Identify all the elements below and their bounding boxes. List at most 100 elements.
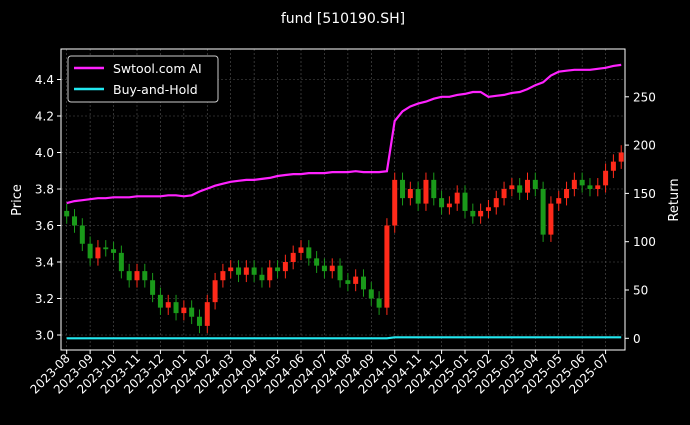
legend-label-buy-hold: Buy-and-Hold bbox=[113, 82, 198, 97]
candle-body bbox=[345, 280, 351, 284]
grid bbox=[61, 49, 625, 350]
candle-body bbox=[165, 302, 171, 308]
candle-body bbox=[415, 189, 421, 204]
y-tick-label: 3.6 bbox=[35, 219, 54, 233]
candle-body bbox=[392, 179, 398, 226]
candle-body bbox=[509, 185, 515, 189]
chart-title: fund [510190.SH] bbox=[281, 11, 405, 27]
candle-body bbox=[142, 271, 148, 281]
candle-body bbox=[517, 185, 523, 193]
candle-body bbox=[353, 276, 359, 284]
candle-body bbox=[431, 179, 437, 199]
left-axis-ticks: 3.0 3.2 3.4 3.6 3.8 4.0 4.2 4.4 bbox=[35, 73, 61, 343]
candle-body bbox=[118, 252, 124, 272]
y2-tick-label: 150 bbox=[633, 187, 656, 201]
y2-tick-label: 100 bbox=[633, 235, 656, 249]
candle-body bbox=[306, 247, 312, 259]
candle-body bbox=[290, 252, 296, 262]
candle-body bbox=[251, 267, 257, 275]
candle-body bbox=[275, 267, 281, 272]
candle-body bbox=[95, 247, 101, 259]
candle-body bbox=[329, 265, 335, 272]
right-axis-ticks: 0 50 100 150 200 250 bbox=[625, 90, 656, 346]
candle-body bbox=[87, 243, 93, 259]
legend-box bbox=[67, 55, 219, 103]
candle-body bbox=[337, 265, 343, 281]
candle-body bbox=[439, 198, 445, 208]
candle-body bbox=[556, 198, 562, 204]
candle-body bbox=[603, 170, 609, 186]
candle-body bbox=[618, 152, 624, 162]
candle-body bbox=[157, 294, 163, 308]
candle-body bbox=[446, 203, 452, 208]
candle-body bbox=[470, 210, 476, 217]
candle-body bbox=[532, 179, 538, 189]
y-tick-label: 3.8 bbox=[35, 183, 54, 197]
candle-body bbox=[79, 225, 85, 244]
candle-body bbox=[134, 271, 140, 281]
candle-body bbox=[111, 249, 117, 253]
candle-body bbox=[595, 185, 601, 189]
candle-body bbox=[298, 247, 304, 253]
candle-body bbox=[462, 192, 468, 211]
y-tick-label: 4.2 bbox=[35, 110, 54, 124]
legend: Swtool.com AI Buy-and-Hold bbox=[67, 55, 219, 103]
buy-hold-line bbox=[66, 336, 622, 340]
y-tick-label: 3.0 bbox=[35, 329, 54, 343]
candle-body bbox=[228, 267, 234, 272]
candle-body bbox=[220, 271, 226, 281]
candle-body bbox=[579, 179, 585, 186]
candle-body bbox=[259, 274, 265, 281]
candle-body bbox=[540, 189, 546, 235]
candle-body bbox=[407, 189, 413, 199]
candle-body bbox=[181, 307, 187, 314]
candle-body bbox=[571, 179, 577, 189]
candle-body bbox=[321, 265, 327, 272]
candle-body bbox=[204, 302, 210, 326]
candle-body bbox=[501, 189, 507, 199]
y2-axis-label: Return bbox=[667, 178, 682, 221]
return-lines bbox=[66, 63, 622, 340]
y2-tick-label: 50 bbox=[633, 284, 648, 298]
candle-body bbox=[282, 262, 288, 272]
candle-body bbox=[72, 216, 78, 226]
candle-body bbox=[400, 179, 406, 199]
candle-body bbox=[384, 225, 390, 308]
candle-body bbox=[423, 179, 429, 204]
candle-body bbox=[212, 280, 218, 303]
candle-body bbox=[189, 307, 195, 317]
candle-body bbox=[360, 276, 366, 290]
candle-body bbox=[173, 302, 179, 314]
candle-body bbox=[236, 267, 242, 275]
y-tick-label: 3.2 bbox=[35, 292, 54, 306]
y-axis-label: Price bbox=[10, 184, 25, 216]
candle-body bbox=[314, 258, 320, 266]
plot-frame bbox=[60, 48, 626, 351]
candle-body bbox=[493, 198, 499, 208]
candle-body bbox=[196, 316, 202, 326]
y2-tick-label: 250 bbox=[633, 90, 656, 104]
candle-body bbox=[564, 189, 570, 199]
candle-body bbox=[103, 247, 109, 250]
candle-body bbox=[454, 192, 460, 204]
legend-label-strategy: Swtool.com AI bbox=[113, 61, 202, 76]
candle-body bbox=[478, 210, 484, 217]
y-tick-label: 3.4 bbox=[35, 256, 54, 270]
candle-body bbox=[376, 298, 382, 308]
y-tick-label: 4.0 bbox=[35, 146, 54, 160]
candle-body bbox=[243, 267, 249, 275]
candle-body bbox=[485, 207, 491, 211]
candle-body bbox=[610, 161, 616, 171]
candle-body bbox=[548, 203, 554, 235]
candle-body bbox=[267, 267, 273, 281]
y-tick-label: 4.4 bbox=[35, 73, 54, 87]
candle-body bbox=[587, 185, 593, 189]
candle-body bbox=[126, 271, 132, 281]
price-candles bbox=[64, 145, 624, 334]
y2-tick-label: 200 bbox=[633, 139, 656, 153]
strategy-line bbox=[66, 63, 622, 205]
candle-body bbox=[368, 289, 374, 299]
candle-body bbox=[150, 280, 156, 295]
candle-body bbox=[524, 179, 530, 193]
